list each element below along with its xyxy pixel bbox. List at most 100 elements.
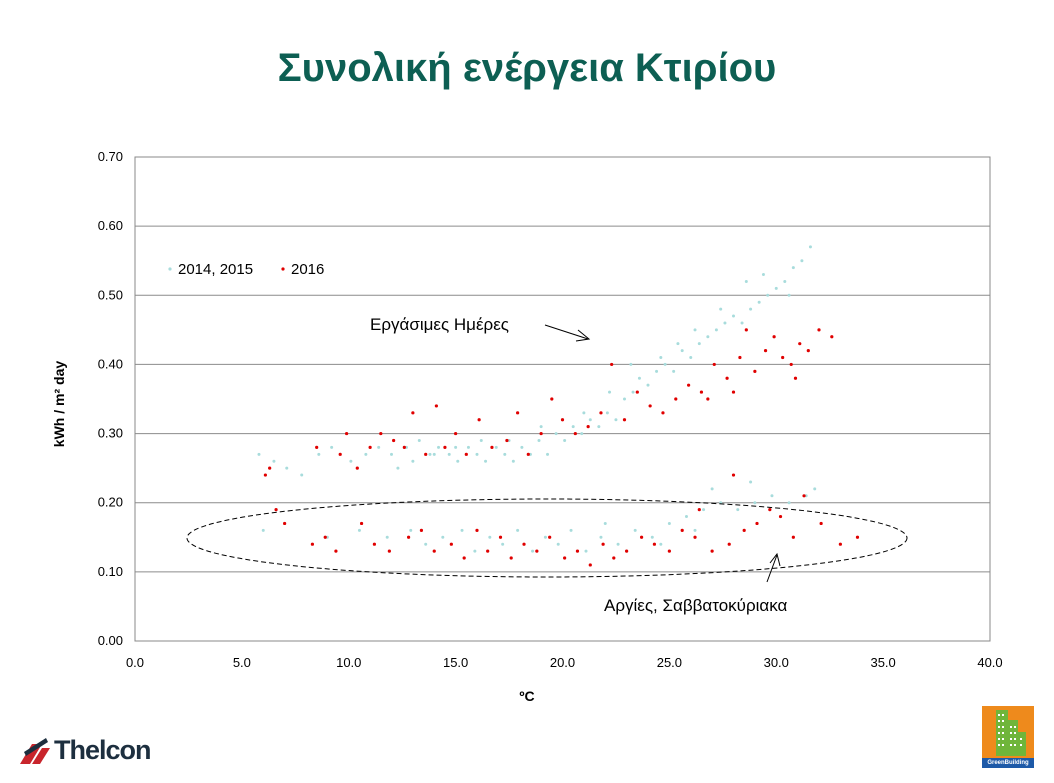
data-point-2016 [355,466,359,470]
data-point-2016 [274,508,278,512]
data-point-2014-2015 [800,259,804,263]
data-point-2016 [334,549,338,553]
data-point-2016 [548,535,552,539]
data-point-2014-2015 [569,528,573,532]
data-point-2014-2015 [808,245,812,249]
data-point-2014-2015 [629,362,633,366]
data-point-2016 [622,418,627,422]
data-point-2014-2015 [631,390,635,394]
data-point-2016 [268,466,272,470]
data-point-2016 [610,362,614,367]
data-point-2016 [791,535,795,539]
data-point-2016 [699,390,704,394]
data-point-2014-2015 [428,452,432,456]
data-point-2016 [490,445,494,449]
data-point-2016 [563,556,567,560]
data-point-2014-2015 [622,397,626,401]
data-point-2014-2015 [637,376,641,380]
data-point-2016 [755,521,759,526]
data-point-2016 [387,549,391,553]
data-point-2016 [778,514,783,519]
data-point-2014-2015 [432,452,436,456]
data-point-2016 [419,528,424,532]
data-point-2014-2015 [766,293,770,297]
data-point-2016 [345,431,349,436]
data-point-2014-2015 [377,445,381,449]
data-point-2016 [516,411,520,415]
data-point-2016 [498,535,503,539]
data-point-2016 [283,521,287,526]
data-point-2014-2015 [723,321,727,325]
data-point-2014-2015 [556,542,560,546]
y-tick-label: 0.60 [98,218,123,233]
data-point-2014-2015 [791,266,795,270]
annotation-holidays-arrow [766,554,778,583]
y-tick-label: 0.10 [98,564,123,579]
data-point-2014-2015 [411,459,415,463]
x-axis-label: ºC [519,688,534,704]
data-point-2014-2015 [605,411,609,415]
data-point-2014-2015 [460,528,464,532]
x-tick-label: 20.0 [550,655,575,670]
data-point-2014-2015 [714,328,718,332]
data-point-2014-2015 [349,459,353,463]
x-tick-labels: 0.0 5.0 10.0 15.0 20.0 25.0 30.0 35.0 40.0 [126,655,1003,670]
thelcon-wordmark: Thelcon [54,735,152,765]
data-point-2016 [789,362,793,367]
plot-area-border [134,156,991,642]
data-point-2016 [712,362,716,367]
data-point-2016 [680,528,684,532]
data-point-2014-2015 [317,452,321,456]
data-point-2014-2015 [520,445,524,449]
data-point-2014-2015 [659,542,663,546]
data-point-2016 [731,473,736,477]
data-point-2016 [693,535,697,539]
data-point-2014-2015 [770,494,774,498]
y-tick-label: 0.40 [98,356,123,371]
data-point-2016 [505,438,509,443]
data-point-2016 [731,390,736,394]
data-point-2016 [763,349,768,353]
data-point-2014-2015 [441,535,445,539]
data-point-2014-2015 [588,418,592,422]
data-point-2014-2015 [680,349,684,353]
data-point-2016 [475,528,479,532]
x-tick-label: 0.0 [126,655,144,670]
data-point-2016 [535,549,539,553]
y-tick-label: 0.20 [98,495,123,510]
y-tick-label: 0.00 [98,633,123,648]
gridlines [135,156,990,642]
data-point-2014-2015 [546,452,550,456]
data-point-2014-2015 [511,459,515,463]
data-point-2014-2015 [706,335,710,339]
data-point-2016 [781,355,785,360]
data-point-2014-2015 [616,542,620,546]
data-point-2014-2015 [597,425,601,429]
data-point-2016 [725,376,729,380]
thelcon-logo: Thelcon [20,734,155,768]
data-point-2016 [526,452,530,456]
data-point-2014-2015 [633,528,637,532]
data-point-2014-2015 [475,452,479,456]
data-point-2014-2015 [272,459,276,463]
data-point-2014-2015 [744,279,748,283]
data-points [257,245,860,567]
data-point-2016 [710,549,714,553]
x-tick-label: 25.0 [657,655,682,670]
data-point-2014-2015 [697,342,701,346]
data-point-2016 [706,397,710,401]
data-point-2014-2015 [599,535,603,539]
data-point-2014-2015 [531,549,535,553]
data-point-2014-2015 [693,328,697,332]
data-point-2014-2015 [488,535,492,539]
data-point-2016 [573,431,577,436]
data-point-2014-2015 [456,459,460,463]
data-point-2014-2015 [261,528,265,532]
data-point-2016 [392,438,396,443]
data-point-2016 [768,508,772,512]
data-point-2016 [727,542,731,546]
data-point-2016 [310,542,315,546]
data-point-2014-2015 [732,314,735,318]
data-point-2016 [464,452,468,456]
data-point-2014-2015 [813,487,817,491]
